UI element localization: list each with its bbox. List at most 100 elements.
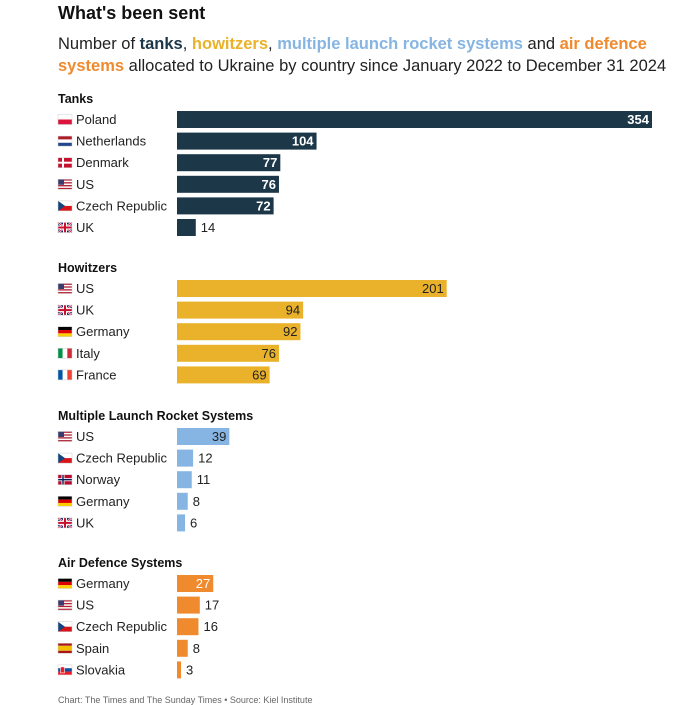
flag-slovakia-icon (57, 664, 73, 676)
bar (177, 280, 447, 297)
value-label: 3 (186, 662, 193, 677)
bar (177, 154, 281, 172)
flag-us-icon (57, 179, 73, 190)
category-label: Czech Republic (76, 619, 168, 634)
panel-title: Howitzers (58, 261, 117, 275)
flag-uk-icon (57, 304, 73, 316)
flag-denmark-icon (57, 157, 73, 168)
bar-row: Czech Republic 16 (57, 618, 218, 636)
category-label: US (76, 177, 94, 192)
panel-title: Air Defence Systems (58, 556, 182, 570)
bar (177, 219, 196, 236)
subtitle-sep3: and (522, 35, 560, 53)
value-label: 69 (252, 367, 266, 382)
category-label: US (76, 429, 94, 444)
flag-poland-icon (57, 114, 73, 125)
category-label: Poland (76, 112, 116, 127)
bar-row: US 39 (57, 428, 230, 445)
panel-air_defence: Air Defence Systems Germany 27 US 17 Czech Re… (57, 556, 219, 679)
category-label: US (76, 598, 94, 613)
category-label: Germany (76, 494, 130, 509)
bar-row: Czech Republic 12 (57, 449, 213, 467)
value-label: 92 (283, 324, 297, 339)
subtitle-air-defence: air defence systems (58, 35, 647, 75)
bar (177, 514, 186, 532)
category-label: UK (76, 515, 94, 530)
bar-row: US 17 (57, 596, 219, 614)
flag-uk-icon (57, 517, 73, 529)
bar-row: US 76 (57, 175, 279, 193)
category-label: Czech Republic (76, 451, 168, 466)
bar (177, 366, 270, 384)
value-label: 16 (203, 619, 217, 634)
bar-row: Norway 11 (57, 471, 210, 489)
flag-us-icon (57, 599, 73, 611)
value-label: 12 (198, 451, 212, 466)
chart-footer: Chart: The Times and The Sunday Times • … (58, 695, 313, 705)
bar-row: UK 94 (57, 301, 304, 319)
value-label: 94 (286, 303, 300, 318)
bar (177, 323, 301, 341)
bar (177, 175, 279, 193)
bar-row: US 201 (57, 280, 447, 297)
flag-spain-icon (57, 643, 73, 654)
flag-netherlands-icon (57, 135, 73, 147)
panel-title: Multiple Launch Rocket Systems (58, 409, 253, 423)
bar-row: UK 6 (57, 514, 197, 532)
subtitle-suffix: allocated to Ukraine by country since Ja… (124, 57, 667, 75)
bar-row: Germany 27 (57, 575, 214, 592)
value-label: 27 (196, 576, 210, 591)
category-label: UK (76, 220, 94, 235)
flag-czech-icon (57, 200, 73, 212)
bar (177, 301, 304, 319)
bar-row: Netherlands 104 (57, 132, 317, 150)
category-label: Netherlands (76, 134, 147, 149)
flag-germany-icon (57, 326, 73, 337)
bar-row: Czech Republic 72 (57, 197, 274, 215)
value-label: 72 (256, 198, 270, 213)
bar (177, 344, 279, 362)
value-label: 77 (263, 155, 277, 170)
value-label: 39 (212, 429, 226, 444)
bar (177, 197, 274, 215)
category-label: UK (76, 303, 94, 318)
panel-tanks: Tanks Poland 354 Netherlands 104 Denmark 77 US 7… (57, 92, 652, 236)
flag-uk-icon (57, 221, 73, 234)
value-label: 6 (190, 515, 197, 530)
bar-row: UK 14 (57, 219, 215, 236)
panel-howitzers: Howitzers US 201 UK 94 Germany 92 Italy 76 France… (57, 261, 447, 384)
category-label: Norway (76, 472, 121, 487)
bar (177, 111, 652, 128)
flag-italy-icon (57, 348, 73, 359)
chart-title: What's been sent (58, 3, 206, 23)
bar-row: Germany 8 (57, 492, 200, 510)
bar (177, 618, 199, 636)
subtitle-mlrs: multiple launch rocket systems (277, 35, 523, 53)
flag-us-icon (57, 431, 73, 442)
bar (177, 575, 214, 592)
value-label: 354 (627, 112, 649, 127)
chart-subtitle: Number of tanks, howitzers, multiple lau… (58, 33, 678, 77)
category-label: Slovakia (76, 662, 126, 677)
flag-france-icon (57, 369, 73, 381)
bar-row: Germany 92 (57, 323, 301, 341)
value-label: 201 (422, 281, 444, 296)
bar (177, 471, 192, 489)
value-label: 17 (205, 598, 219, 613)
subtitle-tanks: tanks (139, 35, 183, 53)
flag-norway-icon (57, 474, 73, 485)
bar-row: Poland 354 (57, 111, 652, 128)
value-label: 104 (292, 134, 314, 149)
bar (177, 661, 182, 679)
bar (177, 492, 188, 510)
bar-row: France 69 (57, 366, 270, 384)
subtitle-howitzers: howitzers (191, 35, 269, 53)
flag-germany-icon (57, 496, 73, 507)
bar (177, 449, 194, 467)
bar-row: Slovakia 3 (57, 661, 193, 679)
value-label: 14 (201, 220, 215, 235)
panel-title: Tanks (58, 92, 93, 106)
subtitle-sep2: , (268, 35, 278, 53)
category-label: France (76, 367, 116, 382)
